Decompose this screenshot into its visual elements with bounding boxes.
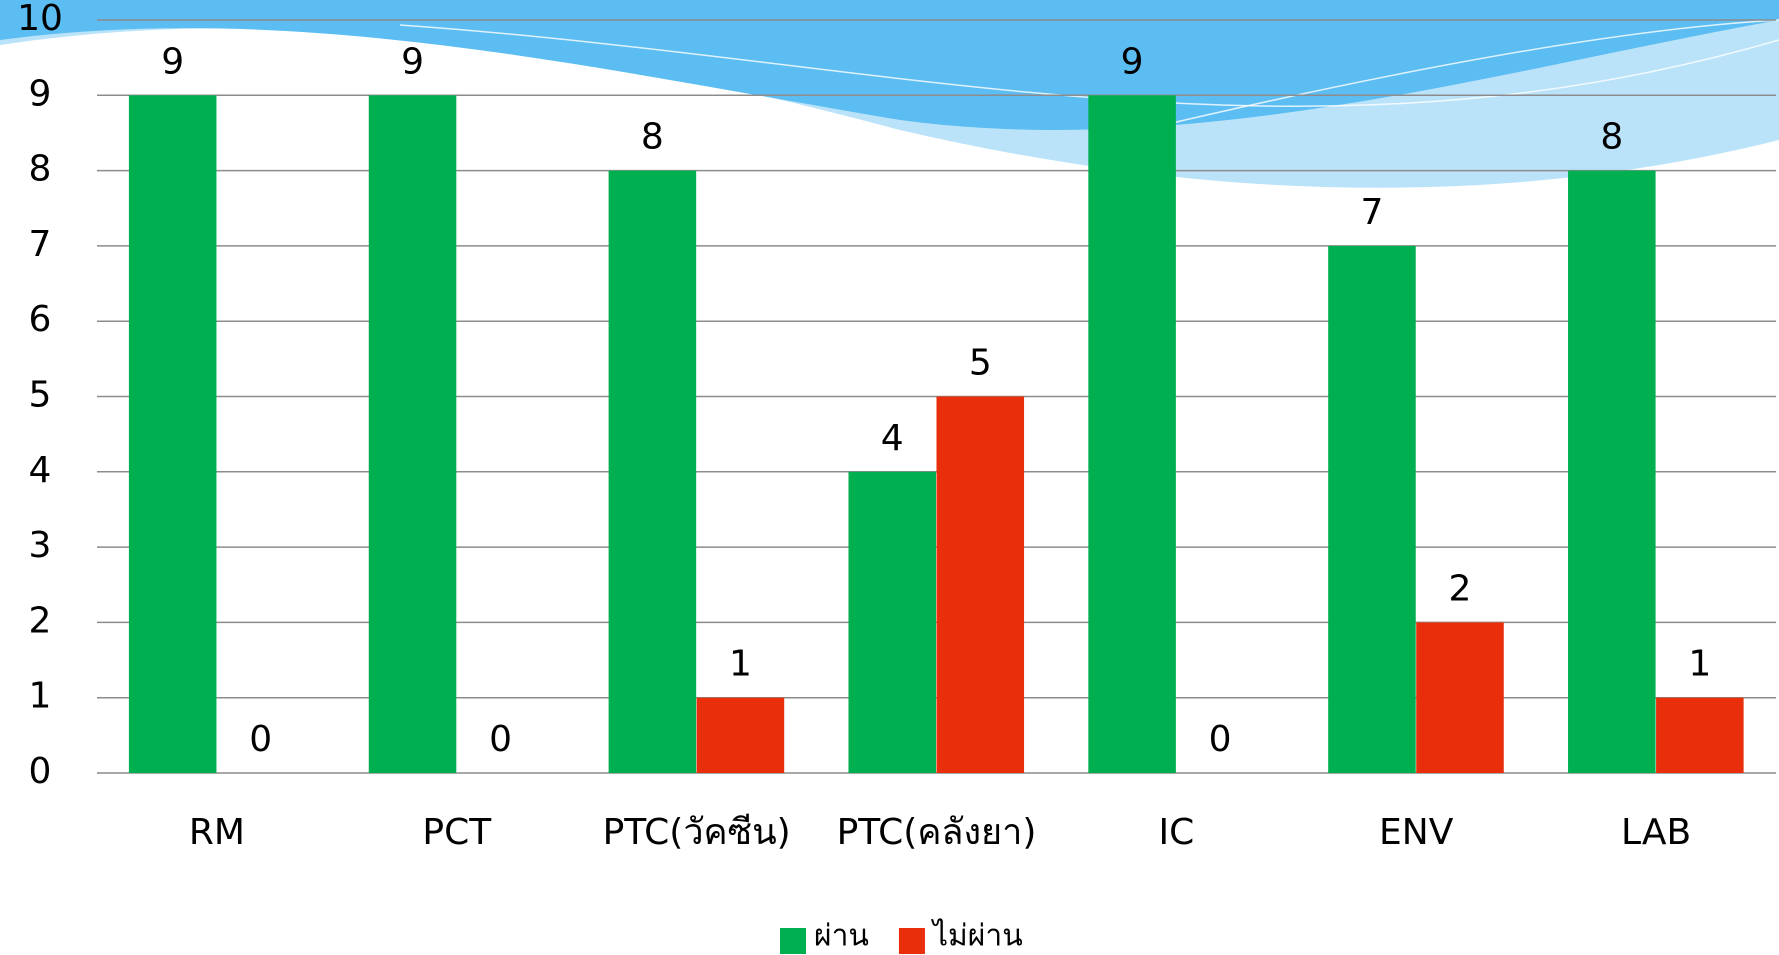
value-label: 8	[1600, 117, 1623, 158]
value-label: 8	[641, 117, 664, 158]
legend-swatch	[780, 928, 806, 954]
x-tick-label: PCT	[422, 812, 492, 853]
bar	[1328, 245, 1416, 773]
y-tick-label: 9	[29, 73, 52, 114]
y-tick-label: 5	[29, 375, 52, 416]
legend-label: ไม่ผ่าน	[931, 918, 1023, 954]
value-label: 0	[489, 719, 512, 760]
y-tick-label: 6	[29, 299, 52, 340]
y-tick-label: 1	[29, 676, 52, 717]
x-tick-label: ENV	[1379, 812, 1454, 853]
x-tick-label: RM	[189, 812, 245, 853]
value-label: 9	[1121, 41, 1144, 82]
value-label: 1	[1688, 644, 1711, 685]
bar	[1568, 170, 1656, 774]
value-label: 1	[729, 644, 752, 685]
y-tick-label: 0	[29, 751, 52, 792]
bar	[608, 170, 697, 774]
value-label: 9	[401, 41, 424, 82]
bar	[848, 471, 937, 773]
background-wave	[0, 0, 1779, 188]
value-label: 9	[161, 41, 184, 82]
bar	[1416, 622, 1504, 773]
bar	[696, 697, 785, 773]
value-label: 0	[249, 719, 272, 760]
value-label: 2	[1449, 568, 1472, 609]
bar	[1088, 95, 1176, 774]
y-tick-label: 4	[29, 450, 52, 491]
y-tick-label: 10	[17, 0, 63, 39]
y-tick-label: 2	[29, 600, 52, 641]
x-tick-label: IC	[1158, 812, 1194, 853]
value-label: 7	[1361, 192, 1384, 233]
x-tick-label: LAB	[1621, 812, 1691, 853]
bar	[1656, 697, 1744, 773]
value-label: 0	[1209, 719, 1232, 760]
bar	[128, 95, 217, 774]
value-label: 4	[881, 418, 904, 459]
y-tick-label: 3	[29, 525, 52, 566]
bar	[936, 396, 1025, 773]
y-tick-label: 7	[29, 224, 52, 265]
legend-label: ผ่าน	[814, 919, 869, 954]
y-tick-label: 8	[29, 149, 52, 190]
x-tick-label: PTC(คลังยา)	[837, 812, 1037, 853]
value-label: 5	[969, 343, 992, 384]
legend-swatch	[898, 928, 925, 954]
x-tick-label: PTC(วัคซีน)	[603, 812, 791, 853]
bar	[368, 95, 457, 774]
